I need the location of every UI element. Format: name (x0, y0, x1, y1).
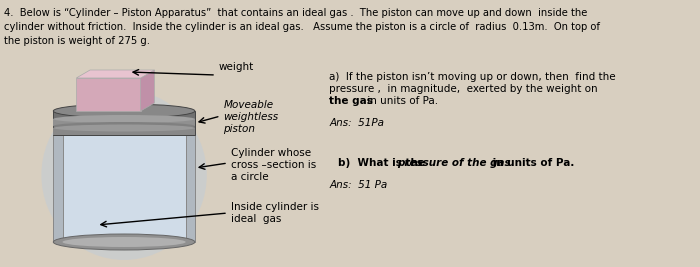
Ellipse shape (53, 124, 195, 132)
Polygon shape (53, 111, 195, 135)
Polygon shape (53, 135, 62, 242)
Polygon shape (62, 135, 186, 242)
Polygon shape (53, 128, 195, 135)
Text: weightless: weightless (223, 112, 279, 122)
Text: Inside cylinder is: Inside cylinder is (231, 202, 318, 212)
Text: cylinder without friction.  Inside the cylinder is an ideal gas.   Assume the pi: cylinder without friction. Inside the cy… (4, 22, 600, 32)
Polygon shape (53, 119, 195, 126)
Polygon shape (141, 70, 155, 111)
Text: in units of Pa.: in units of Pa. (364, 96, 438, 106)
Text: 4.  Below is “Cylinder – Piston Apparatus”  that contains an ideal gas .  The pi: 4. Below is “Cylinder – Piston Apparatus… (4, 8, 587, 18)
Text: Cylinder whose: Cylinder whose (231, 148, 311, 158)
Text: the piston is weight of 275 g.: the piston is weight of 275 g. (4, 36, 150, 46)
Text: b)  What is the: b) What is the (338, 158, 429, 168)
Text: pressure of the gas: pressure of the gas (397, 158, 511, 168)
Text: pressure ,  in magnitude,  exerted by the weight on: pressure , in magnitude, exerted by the … (329, 84, 598, 94)
Ellipse shape (53, 115, 195, 123)
Text: Moveable: Moveable (223, 100, 274, 110)
Ellipse shape (53, 122, 195, 130)
Text: weight: weight (219, 62, 254, 72)
Text: a circle: a circle (231, 172, 268, 182)
Polygon shape (186, 135, 195, 242)
Ellipse shape (53, 104, 195, 118)
Text: Ans:  51 Pa: Ans: 51 Pa (329, 180, 387, 190)
Text: cross –section is: cross –section is (231, 160, 316, 170)
Ellipse shape (62, 237, 186, 247)
Polygon shape (76, 70, 155, 78)
Text: Ans:  51Pa: Ans: 51Pa (329, 118, 384, 128)
Text: ideal  gas: ideal gas (231, 214, 281, 224)
Ellipse shape (41, 90, 206, 260)
Ellipse shape (53, 234, 195, 250)
Text: in units of Pa.: in units of Pa. (489, 158, 575, 168)
Text: the gas: the gas (329, 96, 373, 106)
Text: piston: piston (223, 124, 256, 134)
Text: a)  If the piston isn’t moving up or down, then  find the: a) If the piston isn’t moving up or down… (329, 72, 616, 82)
Polygon shape (76, 78, 141, 111)
